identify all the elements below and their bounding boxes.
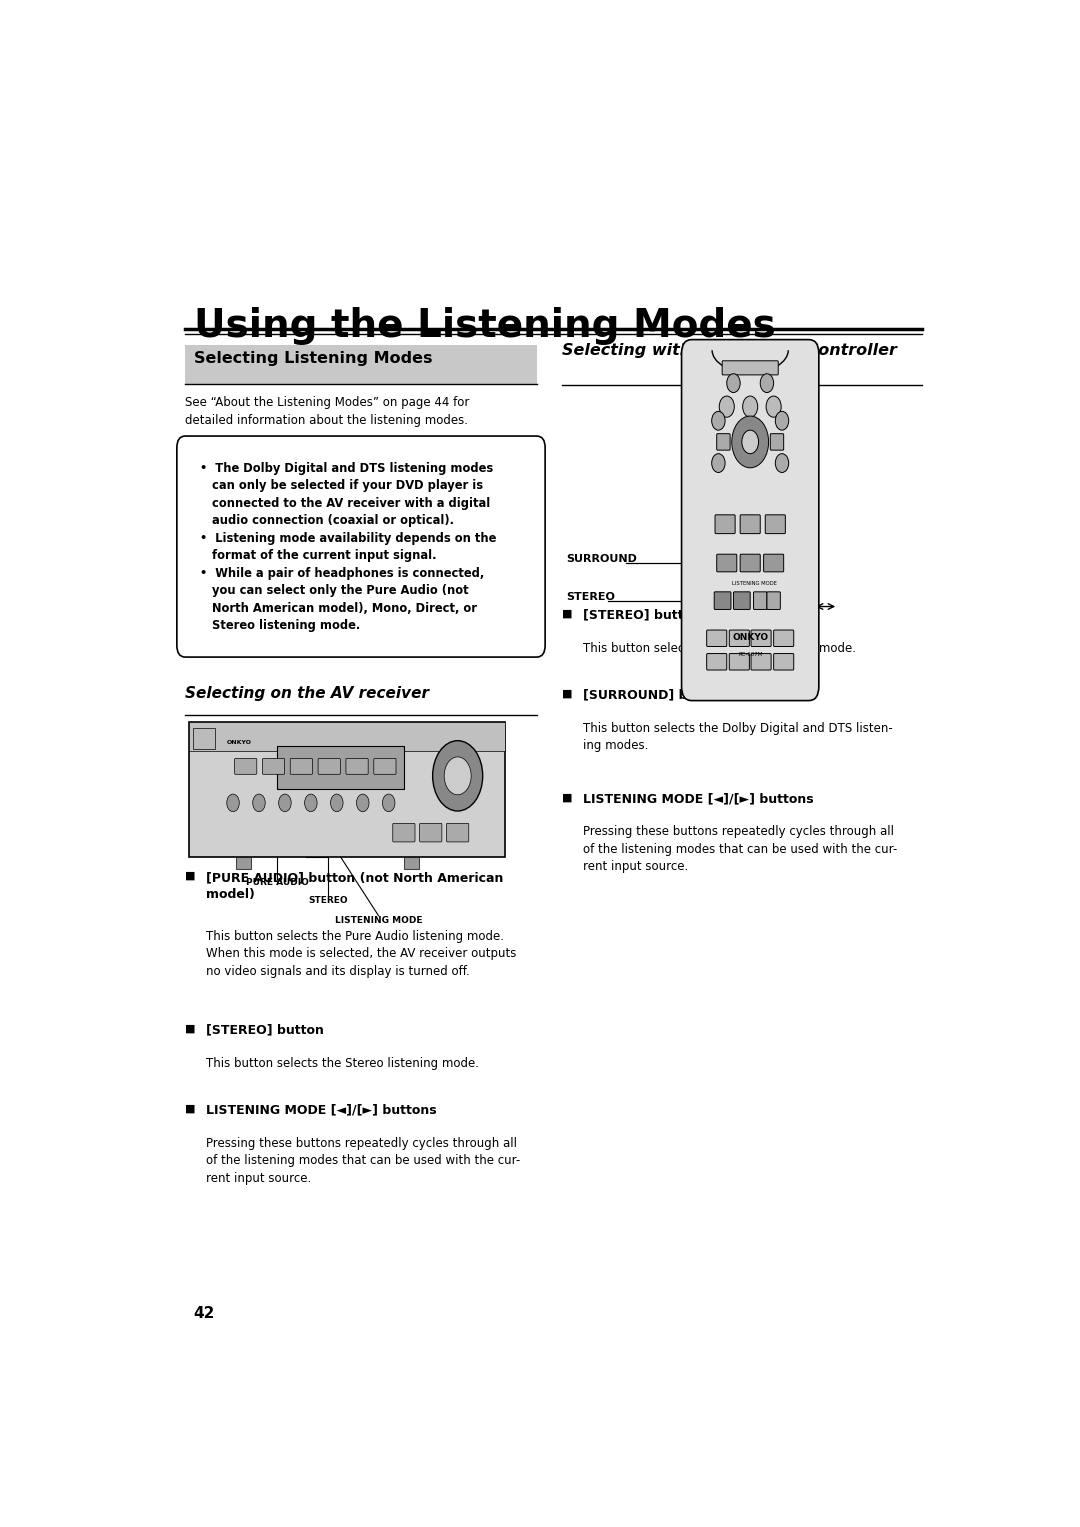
FancyBboxPatch shape [729, 631, 750, 646]
Text: Selecting with the Remote Controller: Selecting with the Remote Controller [562, 344, 896, 359]
FancyBboxPatch shape [374, 759, 396, 774]
Text: ONKYO: ONKYO [732, 632, 768, 641]
Circle shape [227, 794, 240, 812]
Circle shape [279, 794, 292, 812]
FancyBboxPatch shape [234, 759, 257, 774]
Text: ■: ■ [186, 1104, 195, 1113]
Circle shape [742, 431, 758, 454]
FancyBboxPatch shape [717, 554, 737, 571]
Bar [189, 722, 505, 751]
FancyBboxPatch shape [751, 631, 771, 646]
Circle shape [330, 794, 343, 812]
FancyBboxPatch shape [446, 823, 469, 841]
Text: This button selects the Pure Audio listening mode.
When this mode is selected, t: This button selects the Pure Audio liste… [206, 930, 516, 977]
FancyBboxPatch shape [751, 654, 771, 670]
FancyBboxPatch shape [681, 339, 819, 701]
Bar [404, 857, 419, 869]
Text: LISTENING MODE: LISTENING MODE [335, 916, 422, 925]
Bar [189, 722, 505, 857]
Text: Pressing these buttons repeatedly cycles through all
of the listening modes that: Pressing these buttons repeatedly cycles… [206, 1136, 521, 1185]
FancyBboxPatch shape [714, 592, 731, 609]
FancyBboxPatch shape [766, 515, 785, 533]
FancyBboxPatch shape [773, 631, 794, 646]
Circle shape [712, 454, 725, 472]
Circle shape [743, 395, 758, 417]
FancyBboxPatch shape [319, 759, 340, 774]
Circle shape [433, 741, 483, 811]
FancyBboxPatch shape [393, 823, 415, 841]
FancyBboxPatch shape [346, 759, 368, 774]
Text: [SURROUND] button: [SURROUND] button [583, 689, 726, 702]
Circle shape [305, 794, 318, 812]
FancyBboxPatch shape [767, 592, 781, 609]
Text: LISTENING MODE [◄]/[►] buttons: LISTENING MODE [◄]/[►] buttons [206, 1104, 436, 1116]
FancyBboxPatch shape [177, 437, 545, 657]
Text: See “About the Listening Modes” on page 44 for
detailed information about the li: See “About the Listening Modes” on page … [186, 395, 470, 428]
Text: Pressing these buttons repeatedly cycles through all
of the listening modes that: Pressing these buttons repeatedly cycles… [583, 825, 897, 873]
Circle shape [775, 454, 788, 472]
Text: Selecting on the AV receiver: Selecting on the AV receiver [186, 687, 429, 701]
Text: STEREO: STEREO [566, 592, 615, 602]
FancyBboxPatch shape [770, 434, 784, 450]
Text: This button selects the Stereo listening mode.: This button selects the Stereo listening… [206, 1057, 480, 1070]
Text: ■: ■ [562, 609, 572, 618]
Text: ■: ■ [562, 689, 572, 699]
FancyBboxPatch shape [706, 654, 727, 670]
Circle shape [712, 411, 725, 431]
Circle shape [760, 374, 773, 392]
Text: STEREO: STEREO [308, 896, 348, 906]
Text: Using the Listening Modes: Using the Listening Modes [193, 307, 775, 345]
FancyBboxPatch shape [740, 515, 760, 533]
Text: This button selects the Dolby Digital and DTS listen-
ing modes.: This button selects the Dolby Digital an… [583, 722, 892, 753]
FancyBboxPatch shape [262, 759, 285, 774]
Text: RC-607M: RC-607M [738, 652, 762, 657]
FancyBboxPatch shape [723, 360, 779, 376]
FancyBboxPatch shape [754, 592, 767, 609]
Text: ■: ■ [562, 793, 572, 802]
Circle shape [253, 794, 266, 812]
Bar [235, 857, 251, 869]
Circle shape [356, 794, 369, 812]
Text: [STEREO] button: [STEREO] button [206, 1025, 324, 1037]
FancyBboxPatch shape [717, 434, 730, 450]
FancyBboxPatch shape [729, 654, 750, 670]
Circle shape [766, 395, 781, 417]
FancyBboxPatch shape [740, 554, 760, 571]
Text: 42: 42 [193, 1307, 215, 1321]
Bar [186, 345, 537, 385]
Text: •  The Dolby Digital and DTS listening modes
   can only be selected if your DVD: • The Dolby Digital and DTS listening mo… [200, 461, 497, 632]
FancyBboxPatch shape [291, 759, 312, 774]
Text: PURE AUDIO: PURE AUDIO [246, 878, 309, 887]
Bar [278, 747, 404, 789]
Text: ■: ■ [186, 870, 195, 881]
Circle shape [727, 374, 740, 392]
FancyBboxPatch shape [733, 592, 751, 609]
FancyBboxPatch shape [420, 823, 442, 841]
Circle shape [775, 411, 788, 431]
Text: LISTENING MODE [◄]/[►] buttons: LISTENING MODE [◄]/[►] buttons [583, 793, 813, 805]
Text: [PURE AUDIO] button (not North American
model): [PURE AUDIO] button (not North American … [206, 870, 503, 901]
Circle shape [382, 794, 395, 812]
FancyBboxPatch shape [706, 631, 727, 646]
Circle shape [732, 415, 769, 467]
Text: [STEREO] button: [STEREO] button [583, 609, 701, 621]
Text: LISTENING MODE: LISTENING MODE [732, 580, 777, 586]
FancyBboxPatch shape [773, 654, 794, 670]
Text: This button selects the Stereo listening mode.: This button selects the Stereo listening… [583, 641, 855, 655]
Circle shape [719, 395, 734, 417]
Text: ■: ■ [186, 1025, 195, 1034]
Bar [193, 727, 215, 750]
FancyBboxPatch shape [764, 554, 784, 571]
Circle shape [444, 757, 471, 794]
Text: Selecting Listening Modes: Selecting Listening Modes [193, 351, 432, 366]
Text: ONKYO: ONKYO [227, 739, 252, 745]
FancyBboxPatch shape [715, 515, 735, 533]
Text: SURROUND: SURROUND [566, 554, 637, 565]
